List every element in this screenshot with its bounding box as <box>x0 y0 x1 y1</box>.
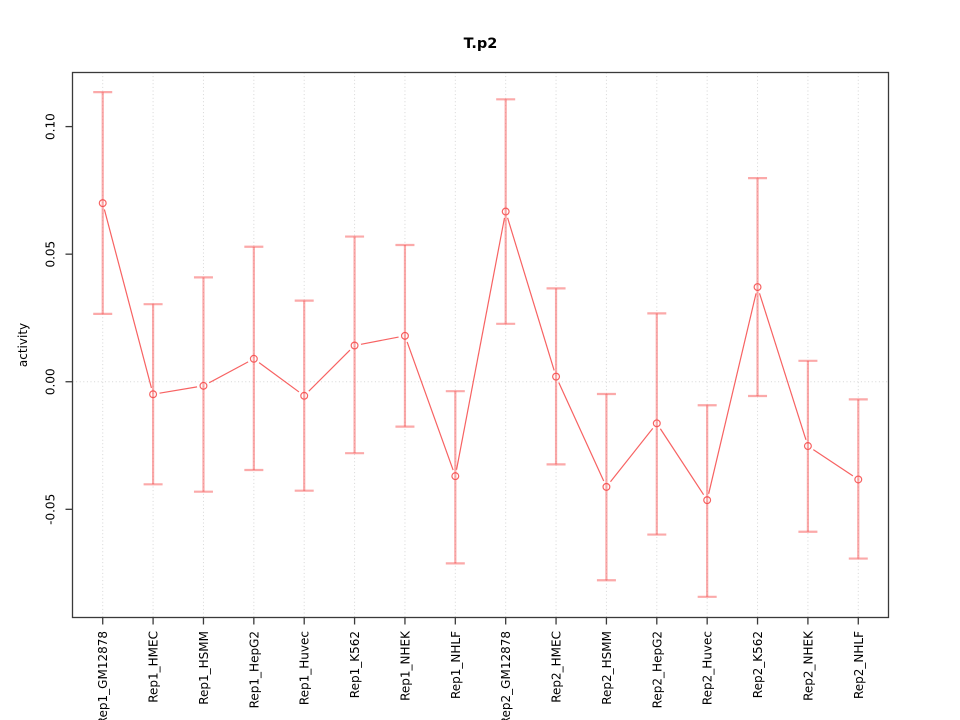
x-tick-label: Rep2_NHEK <box>801 630 815 701</box>
y-tick-label: 0.05 <box>44 241 58 268</box>
y-tick-label: 0.00 <box>44 368 58 395</box>
chart-title: T.p2 <box>464 36 498 52</box>
data-point <box>854 475 863 484</box>
series-segment <box>558 382 605 482</box>
x-tick-label: Rep1_HepG2 <box>247 631 261 708</box>
series-segment <box>159 386 198 394</box>
series-segment <box>455 217 506 470</box>
series-segment <box>812 449 854 477</box>
data-point <box>753 283 762 292</box>
series-segment <box>258 362 300 393</box>
data-point <box>501 207 510 216</box>
data-point <box>552 372 561 381</box>
series-segment <box>609 428 654 483</box>
y-tick-label: -0.05 <box>44 494 58 525</box>
series-segment <box>659 428 705 496</box>
data-point <box>703 496 712 505</box>
data-point <box>300 391 309 400</box>
plot-border <box>71 71 890 619</box>
series-segment <box>758 293 807 441</box>
data-point <box>98 199 107 208</box>
y-axis-label: activity <box>16 323 30 367</box>
x-tick-label: Rep1_K562 <box>348 631 362 698</box>
x-tick-label: Rep1_GM12878 <box>96 631 110 720</box>
y-tick-label: 0.10 <box>44 113 58 140</box>
data-point <box>350 341 359 350</box>
x-tick-label: Rep2_K562 <box>751 631 765 698</box>
data-point <box>652 419 661 428</box>
x-tick-label: Rep1_NHEK <box>398 630 412 701</box>
x-tick-label: Rep2_Huvec <box>701 631 715 705</box>
series-segment <box>103 209 153 389</box>
data-point <box>199 381 208 390</box>
data-point <box>803 442 812 451</box>
data-point <box>249 354 258 363</box>
series-segment <box>308 349 351 392</box>
x-tick-label: Rep2_HMEC <box>550 631 564 703</box>
series-segment <box>360 336 399 345</box>
x-tick-label: Rep1_Huvec <box>298 631 312 705</box>
series-segment <box>708 293 757 494</box>
data-point <box>602 482 611 491</box>
data-point <box>400 331 409 340</box>
data-point <box>451 472 460 481</box>
series-segment <box>406 341 454 471</box>
x-tick-label: Rep2_NHLF <box>852 631 866 699</box>
data-point <box>149 390 158 399</box>
x-tick-label: Rep2_HepG2 <box>650 631 664 708</box>
x-tick-label: Rep2_HSMM <box>600 631 614 705</box>
series-segment <box>507 217 555 371</box>
x-tick-label: Rep1_HMEC <box>147 631 161 703</box>
series-segment <box>208 361 249 384</box>
x-tick-label: Rep1_NHLF <box>449 631 463 699</box>
x-tick-label: Rep1_HSMM <box>197 631 211 705</box>
x-tick-label: Rep2_GM12878 <box>499 631 513 720</box>
